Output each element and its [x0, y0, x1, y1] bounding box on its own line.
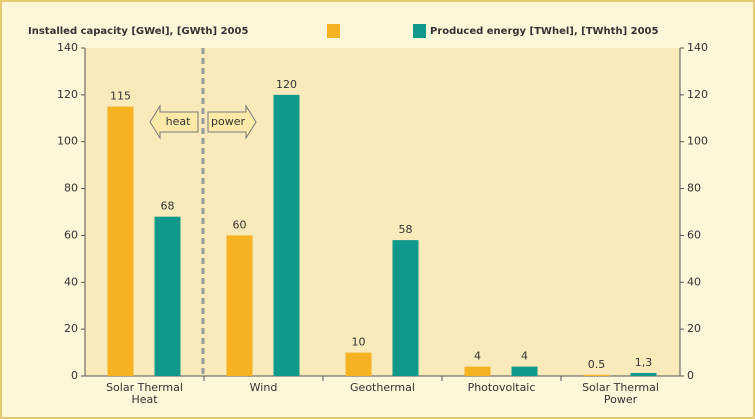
- x-tick-label: Solar Thermal Power: [582, 381, 659, 406]
- bar: [273, 94, 300, 376]
- bar: [226, 235, 253, 376]
- legend-label: Installed capacity [GWel], [GWth] 2005: [28, 26, 248, 37]
- y-tick-label: 60: [64, 228, 78, 241]
- bar: [345, 352, 372, 376]
- bar: [583, 374, 610, 376]
- value-label: 10: [352, 336, 366, 349]
- value-label: 58: [399, 223, 413, 236]
- value-label: 68: [161, 200, 175, 213]
- bar: [511, 366, 538, 376]
- value-label: 4: [521, 350, 528, 363]
- annotation: heat: [166, 115, 191, 128]
- bar: [107, 106, 134, 377]
- y2-tick-label: 140: [687, 41, 708, 54]
- value-label: 120: [276, 78, 297, 91]
- value-label: 4: [474, 350, 481, 363]
- value-label: 60: [233, 218, 247, 231]
- value-label: 1,3: [635, 356, 653, 369]
- x-tick-label: Solar Thermal Heat: [106, 381, 183, 406]
- x-tick-label: Wind: [250, 381, 278, 394]
- y-tick-label: 100: [57, 135, 78, 148]
- y-tick-label: 140: [57, 41, 78, 54]
- y-tick-label: 80: [64, 182, 78, 195]
- bar: [464, 366, 491, 376]
- value-label: 115: [110, 90, 131, 103]
- y2-tick-label: 100: [687, 135, 708, 148]
- power-arrow: [207, 104, 257, 140]
- y2-tick-label: 0: [687, 369, 694, 382]
- bar: [154, 216, 181, 376]
- y2-tick-label: 60: [687, 228, 701, 241]
- y-tick-label: 120: [57, 88, 78, 101]
- legend-swatch: [327, 24, 340, 38]
- y2-tick-label: 40: [687, 275, 701, 288]
- x-tick-label: Geothermal: [350, 381, 415, 394]
- legend-label: Produced energy [TWhel], [TWhth] 2005: [430, 26, 658, 37]
- bar: [392, 240, 419, 376]
- bar: [630, 372, 657, 376]
- y2-tick-label: 120: [687, 88, 708, 101]
- y2-tick-label: 80: [687, 182, 701, 195]
- x-tick-label: Photovoltaic: [468, 381, 536, 394]
- y-tick-label: 40: [64, 275, 78, 288]
- y2-tick-label: 20: [687, 322, 701, 335]
- annotation: power: [211, 115, 245, 128]
- y-tick-label: 20: [64, 322, 78, 335]
- value-label: 0.5: [588, 358, 606, 371]
- heat-arrow: [149, 104, 199, 140]
- plot-area: [85, 48, 680, 376]
- y-tick-label: 0: [71, 369, 78, 382]
- legend-swatch: [413, 24, 426, 38]
